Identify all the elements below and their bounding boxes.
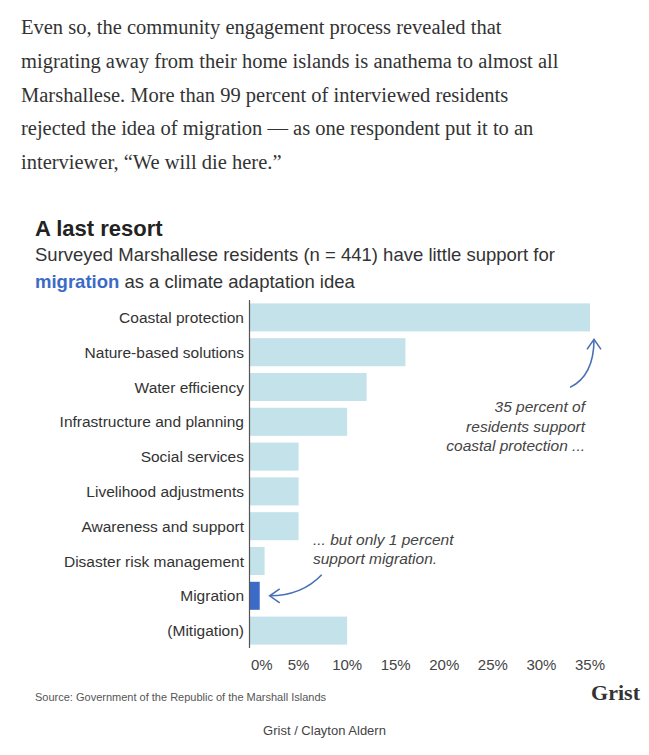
bar xyxy=(250,547,265,575)
subtitle-word: (n xyxy=(298,244,320,265)
subtitle-line: Surveyed Marshallese residents (n = 441)… xyxy=(35,244,555,265)
category-label: Awareness and support xyxy=(81,518,244,535)
article: Even so, the community engagement proces… xyxy=(21,16,559,173)
subtitle-word: support xyxy=(461,244,528,265)
subtitle-word: a xyxy=(144,271,160,292)
category-label: Infrastructure and planning xyxy=(60,413,244,430)
category-label: Nature-based solutions xyxy=(85,344,245,361)
article-line: migrating away from their home islands i… xyxy=(21,50,559,73)
subtitle-word: climate xyxy=(159,271,223,292)
bar xyxy=(250,408,347,436)
category-label: Disaster risk management xyxy=(64,553,245,570)
subtitle-word: Surveyed xyxy=(35,244,113,265)
annotation-arrowhead xyxy=(587,339,601,349)
bar xyxy=(250,582,260,610)
x-tick-labels: 0% 5% 10% 15% 20% 25% 30% 35% xyxy=(251,656,605,673)
subtitle-word: have xyxy=(378,244,423,265)
x-tick-label: 15% xyxy=(381,656,411,673)
category-label: (Mitigation) xyxy=(167,622,244,639)
page: Even so, the community engagement proces… xyxy=(0,0,649,755)
subtitle-word: as xyxy=(119,271,144,292)
subtitle-word: Marshallese xyxy=(113,244,218,265)
subtitle-word: residents xyxy=(218,244,298,265)
bar xyxy=(250,303,590,331)
annotation-text: residents support xyxy=(466,418,586,435)
annotation-arrowhead xyxy=(270,589,280,603)
axis-line xyxy=(249,300,250,648)
bar xyxy=(250,373,367,401)
subtitle-word: 441) xyxy=(336,244,378,265)
brand: Grist xyxy=(591,680,641,705)
bars xyxy=(250,303,590,644)
category-label: Water efficiency xyxy=(135,379,245,396)
x-tick-label: 10% xyxy=(332,656,362,673)
article-line: Even so, the community engagement proces… xyxy=(21,16,502,39)
article-line: Marshallese. More than 99 percent of int… xyxy=(21,84,508,107)
subtitle-line: migration as a climate adaptation idea xyxy=(35,271,356,292)
subtitle-word: idea xyxy=(315,271,356,292)
annotation-text: coastal protection ... xyxy=(446,437,585,454)
article-line: rejected the idea of migration — as one … xyxy=(21,117,533,140)
annotation-text: ... but only 1 percent xyxy=(313,531,454,548)
article-line: interviewer, “We will die here.” xyxy=(21,151,281,173)
bar xyxy=(250,338,405,366)
subtitle-highlight: migration xyxy=(35,271,119,292)
subtitle-word: little xyxy=(423,244,461,265)
annotation-arrow xyxy=(270,575,322,596)
category-label: Migration xyxy=(180,587,244,604)
subtitle-word: for xyxy=(528,244,555,265)
subtitle: Surveyed Marshallese residents (n = 441)… xyxy=(35,244,555,292)
x-tick-label: 0% xyxy=(251,656,273,673)
x-tick-label: 5% xyxy=(288,656,310,673)
annotation-text: support migration. xyxy=(313,550,437,567)
x-tick-label: 20% xyxy=(429,656,459,673)
x-tick-label: 35% xyxy=(575,656,605,673)
source: Source: Government of the Republic of th… xyxy=(35,691,327,703)
bar xyxy=(250,477,299,505)
category-label: Coastal protection xyxy=(119,309,244,326)
annotations: 35 percent of residents support coastal pr… xyxy=(270,339,601,602)
bar xyxy=(250,443,299,471)
subtitle-word: adaptation xyxy=(223,271,315,292)
x-tick-label: 25% xyxy=(478,656,508,673)
x-tick-label: 30% xyxy=(526,656,556,673)
caption: Grist / Clayton Aldern xyxy=(263,723,386,738)
chart-title: A last resort xyxy=(35,216,163,241)
category-label: Social services xyxy=(141,448,245,465)
category-label: Livelihood adjustments xyxy=(86,483,244,500)
subtitle-word: = xyxy=(320,244,336,265)
annotation-arrow xyxy=(570,339,594,387)
bar xyxy=(250,617,347,645)
bar xyxy=(250,512,299,540)
category-labels: Coastal protection Nature-based solutions… xyxy=(60,309,245,639)
annotation-text: 35 percent of xyxy=(495,398,587,415)
